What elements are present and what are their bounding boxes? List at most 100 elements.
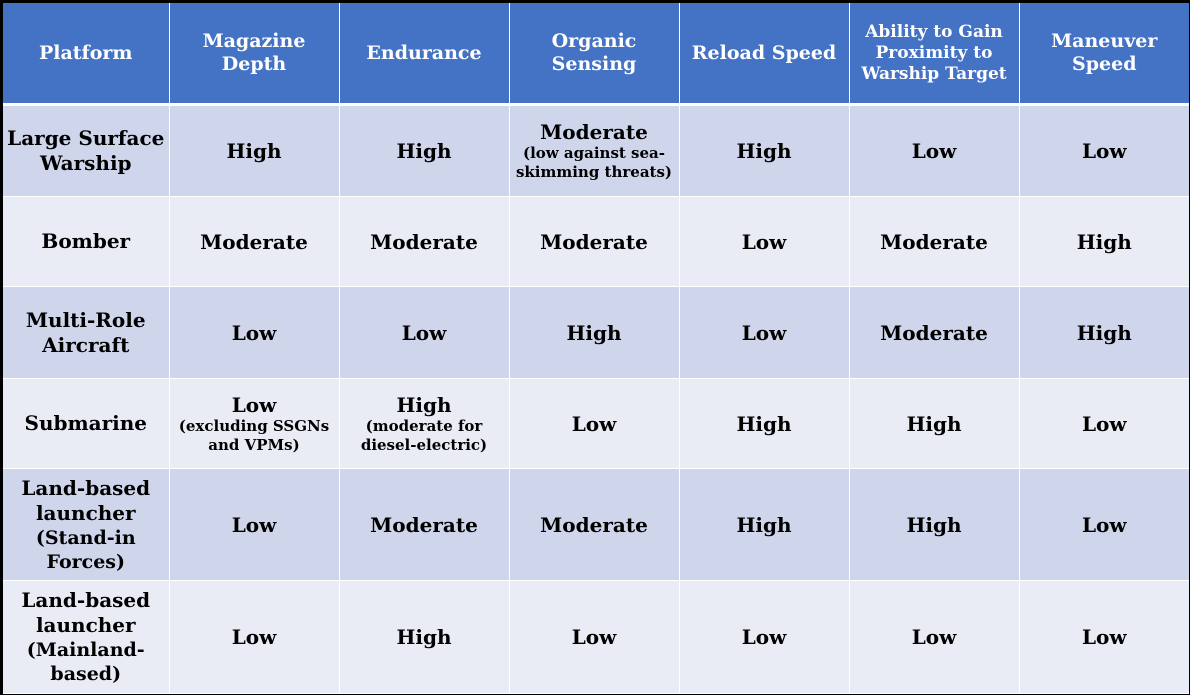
proximity-cell: Moderate <box>849 196 1020 287</box>
organic-sensing-note: (low against sea-skimming threats) <box>515 144 673 181</box>
magazine-depth-value: Low <box>231 512 277 537</box>
endurance-value: High <box>396 139 452 163</box>
maneuver-speed-value: Low <box>1081 625 1127 649</box>
table-row: Bomber Moderate Moderate Moderate Low Mo… <box>3 196 1189 287</box>
platform-name: Bomber <box>41 229 131 253</box>
platform-note: (Mainland-based) <box>26 639 145 685</box>
reload-speed-value: Low <box>741 625 787 649</box>
header-endurance: Endurance <box>339 3 510 106</box>
proximity-value: High <box>906 512 962 537</box>
proximity-value: High <box>906 411 962 436</box>
magazine-depth-cell: Moderate <box>169 196 340 287</box>
magazine-depth-cell: High <box>169 104 340 197</box>
magazine-depth-value: Moderate <box>200 229 308 254</box>
proximity-value: Moderate <box>880 229 988 254</box>
reload-speed-value: Low <box>741 229 787 254</box>
platform-cell: Submarine <box>3 378 170 469</box>
platform-name: Large Surface Warship <box>7 126 165 175</box>
magazine-depth-value: High <box>226 139 282 163</box>
reload-speed-value: High <box>736 512 792 537</box>
header-maneuver-speed: Maneuver Speed <box>1019 3 1189 106</box>
header-organic-sensing: Organic Sensing <box>509 3 680 106</box>
organic-sensing-value: Low <box>571 411 617 436</box>
magazine-depth-cell: Low <box>169 468 340 581</box>
proximity-value: Moderate <box>880 320 988 345</box>
magazine-depth-value: Low <box>231 392 277 417</box>
organic-sensing-value: Moderate <box>540 512 648 537</box>
magazine-depth-cell: Low <box>169 580 340 694</box>
platform-comparison-table: Platform Magazine Depth Endurance Organi… <box>3 3 1189 694</box>
platform-cell: Land-based launcher (Stand-in Forces) <box>3 468 170 581</box>
platform-name: Land-based launcher <box>21 588 151 637</box>
reload-speed-cell: High <box>679 378 850 469</box>
reload-speed-cell: High <box>679 468 850 581</box>
organic-sensing-value: High <box>566 320 622 345</box>
endurance-value: Moderate <box>370 229 478 254</box>
proximity-cell: High <box>849 378 1020 469</box>
organic-sensing-value: Moderate <box>540 120 648 144</box>
endurance-value: Moderate <box>370 512 478 537</box>
endurance-value: High <box>396 392 452 417</box>
table-row: Submarine Low (excluding SSGNs and VPMs)… <box>3 378 1189 469</box>
platform-cell: Large Surface Warship <box>3 104 170 197</box>
organic-sensing-cell: Low <box>509 378 680 469</box>
magazine-depth-value: Low <box>231 625 277 649</box>
header-reload-speed: Reload Speed <box>679 3 850 106</box>
endurance-value: High <box>396 625 452 649</box>
organic-sensing-cell: High <box>509 286 680 379</box>
reload-speed-value: High <box>736 411 792 436</box>
platform-cell: Land-based launcher (Mainland-based) <box>3 580 170 694</box>
platform-name: Multi-Role Aircraft <box>25 307 146 357</box>
endurance-cell: High <box>339 104 510 197</box>
header-platform: Platform <box>3 3 170 106</box>
table-row: Multi-Role Aircraft Low Low High Low Mod… <box>3 286 1189 379</box>
reload-speed-cell: Low <box>679 286 850 379</box>
magazine-depth-note: (excluding SSGNs and VPMs) <box>178 416 330 454</box>
maneuver-speed-cell: Low <box>1019 104 1189 197</box>
header-magazine-depth: Magazine Depth <box>169 3 340 106</box>
endurance-note: (moderate for diesel-electric) <box>360 416 488 454</box>
maneuver-speed-value: Low <box>1081 512 1127 537</box>
proximity-cell: Moderate <box>849 286 1020 379</box>
endurance-cell: Moderate <box>339 196 510 287</box>
endurance-value: Low <box>401 320 447 345</box>
organic-sensing-cell: Low <box>509 580 680 694</box>
proximity-cell: Low <box>849 104 1020 197</box>
table-row: Land-based launcher (Stand-in Forces) Lo… <box>3 468 1189 581</box>
maneuver-speed-cell: Low <box>1019 378 1189 469</box>
platform-cell: Multi-Role Aircraft <box>3 286 170 379</box>
proximity-value: Low <box>911 139 957 163</box>
platform-name: Submarine <box>24 411 148 435</box>
organic-sensing-value: Low <box>571 625 617 649</box>
reload-speed-cell: Low <box>679 580 850 694</box>
proximity-value: Low <box>911 625 957 649</box>
platform-note: (Stand-in Forces) <box>35 526 136 573</box>
maneuver-speed-cell: Low <box>1019 468 1189 581</box>
maneuver-speed-cell: High <box>1019 286 1189 379</box>
reload-speed-value: High <box>736 139 792 163</box>
endurance-cell: High (moderate for diesel-electric) <box>339 378 510 469</box>
maneuver-speed-cell: Low <box>1019 580 1189 694</box>
magazine-depth-value: Low <box>231 320 277 345</box>
proximity-cell: Low <box>849 580 1020 694</box>
magazine-depth-cell: Low (excluding SSGNs and VPMs) <box>169 378 340 469</box>
proximity-cell: High <box>849 468 1020 581</box>
organic-sensing-cell: Moderate <box>509 196 680 287</box>
maneuver-speed-value: Low <box>1081 139 1127 163</box>
endurance-cell: High <box>339 580 510 694</box>
endurance-cell: Moderate <box>339 468 510 581</box>
organic-sensing-value: Moderate <box>540 229 648 254</box>
maneuver-speed-value: Low <box>1081 411 1127 436</box>
maneuver-speed-value: High <box>1076 229 1132 254</box>
magazine-depth-cell: Low <box>169 286 340 379</box>
table-row: Large Surface Warship High High Moderate… <box>3 104 1189 197</box>
endurance-cell: Low <box>339 286 510 379</box>
table-row: Land-based launcher (Mainland-based) Low… <box>3 580 1189 694</box>
header-proximity: Ability to Gain Proximity to Warship Tar… <box>849 3 1020 106</box>
organic-sensing-cell: Moderate <box>509 468 680 581</box>
platform-cell: Bomber <box>3 196 170 287</box>
reload-speed-cell: High <box>679 104 850 197</box>
organic-sensing-cell: Moderate (low against sea-skimming threa… <box>509 104 680 197</box>
header-row: Platform Magazine Depth Endurance Organi… <box>3 3 1189 106</box>
